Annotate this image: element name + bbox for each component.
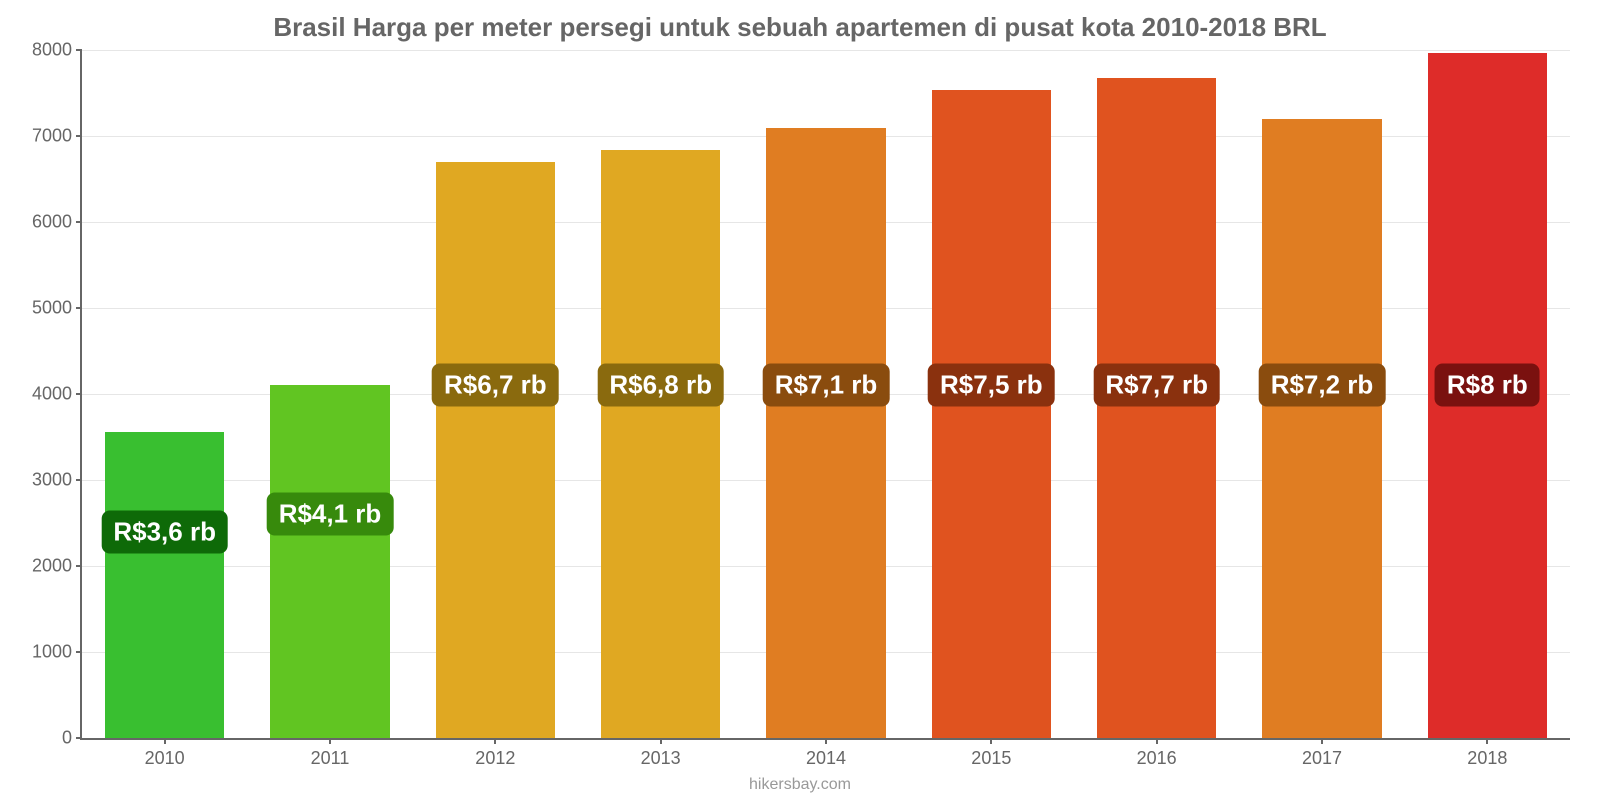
x-axis-label: 2012 — [475, 748, 515, 769]
x-tick — [660, 738, 662, 744]
bar-value-label: R$7,7 rb — [1093, 364, 1220, 407]
x-tick — [329, 738, 331, 744]
bar-value-label: R$7,5 rb — [928, 364, 1055, 407]
bar — [1262, 119, 1381, 738]
bar — [105, 432, 224, 738]
y-axis-label: 7000 — [32, 126, 72, 147]
bar — [932, 90, 1051, 738]
chart-title: Brasil Harga per meter persegi untuk seb… — [0, 0, 1600, 51]
x-tick — [990, 738, 992, 744]
y-axis-label: 2000 — [32, 556, 72, 577]
x-tick — [825, 738, 827, 744]
bar — [1097, 78, 1216, 738]
y-tick — [76, 565, 82, 567]
bar — [436, 162, 555, 738]
attribution-text: hikersbay.com — [749, 776, 851, 794]
x-tick — [1486, 738, 1488, 744]
y-axis-label: 0 — [62, 728, 72, 749]
bar-value-label: R$6,7 rb — [432, 364, 559, 407]
x-tick — [494, 738, 496, 744]
x-axis-label: 2013 — [641, 748, 681, 769]
chart-area: 0100020003000400050006000700080002010R$3… — [80, 50, 1570, 740]
bar-value-label: R$8 rb — [1435, 364, 1540, 407]
y-axis-label: 6000 — [32, 212, 72, 233]
x-tick — [1321, 738, 1323, 744]
y-tick — [76, 737, 82, 739]
plot-area: 0100020003000400050006000700080002010R$3… — [80, 50, 1570, 740]
gridline — [82, 50, 1570, 51]
x-axis-label: 2018 — [1467, 748, 1507, 769]
x-axis-label: 2011 — [311, 748, 350, 769]
bar-value-label: R$4,1 rb — [267, 493, 394, 536]
bar-value-label: R$7,1 rb — [763, 364, 890, 407]
x-tick — [1156, 738, 1158, 744]
x-axis-label: 2015 — [971, 748, 1011, 769]
x-axis-label: 2014 — [806, 748, 846, 769]
y-axis-label: 4000 — [32, 384, 72, 405]
bar-value-label: R$3,6 rb — [101, 510, 228, 553]
bar-value-label: R$7,2 rb — [1259, 364, 1386, 407]
y-tick — [76, 135, 82, 137]
y-axis-label: 5000 — [32, 298, 72, 319]
bar-value-label: R$6,8 rb — [597, 364, 724, 407]
y-axis-label: 8000 — [32, 40, 72, 61]
bar — [766, 128, 885, 738]
y-tick — [76, 49, 82, 51]
x-axis-label: 2010 — [145, 748, 185, 769]
y-axis-label: 1000 — [32, 642, 72, 663]
y-tick — [76, 221, 82, 223]
bar — [601, 150, 720, 738]
y-tick — [76, 307, 82, 309]
y-tick — [76, 393, 82, 395]
x-axis-label: 2017 — [1302, 748, 1342, 769]
y-axis-label: 3000 — [32, 470, 72, 491]
y-tick — [76, 651, 82, 653]
x-tick — [164, 738, 166, 744]
x-axis-label: 2016 — [1137, 748, 1177, 769]
y-tick — [76, 479, 82, 481]
bar — [270, 385, 389, 738]
